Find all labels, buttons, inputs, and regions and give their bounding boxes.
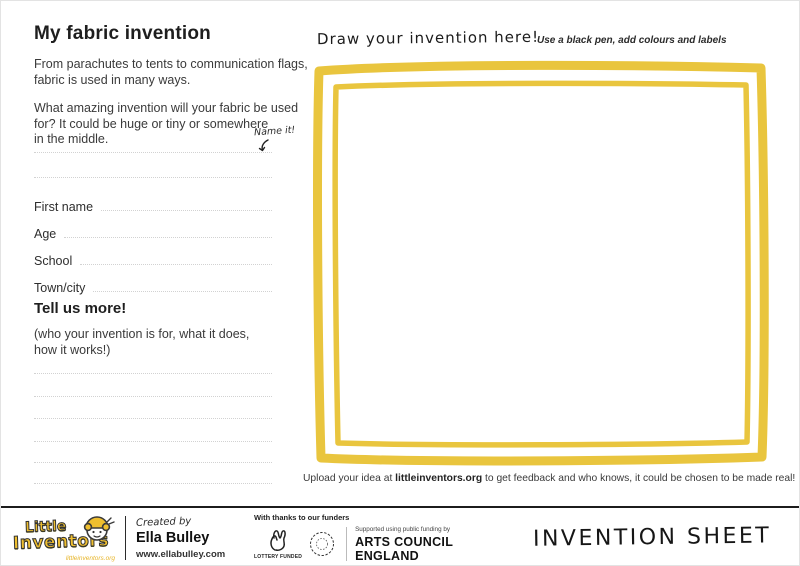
field-label: First name: [34, 200, 94, 214]
hint-line: (who your invention is for, what it does…: [34, 327, 250, 341]
intro-paragraph: From parachutes to tents to communicatio…: [34, 57, 308, 88]
write-line: [34, 152, 272, 153]
field-school: School: [34, 250, 272, 268]
tell-us-more-heading: Tell us more!: [34, 300, 127, 317]
write-line: [34, 177, 272, 178]
arts-support-line: Supported using public funding by: [355, 525, 450, 533]
created-by-label: Created by: [135, 515, 192, 529]
field-age: Age: [34, 223, 272, 241]
write-line: [34, 418, 272, 419]
lottery-funded-label: LOTTERY FUNDED: [254, 554, 303, 560]
upload-url: littleinventors.org: [395, 473, 483, 484]
footer-divider: [125, 515, 126, 560]
tell-us-more-hint: (who your invention is for, what it does…: [34, 327, 249, 358]
write-line: [93, 291, 272, 292]
crossed-fingers-icon: [270, 530, 286, 551]
field-label: School: [34, 254, 73, 268]
prompt-paragraph: What amazing invention will your fabric …: [34, 101, 299, 148]
prompt-line: What amazing invention will your fabric …: [34, 101, 299, 115]
prompt-line: in the middle.: [34, 132, 109, 146]
curved-arrow-icon: [258, 139, 269, 152]
left-column: My fabric invention From parachutes to t…: [34, 23, 308, 161]
invention-sheet-title: INVENTION SHEET: [532, 523, 772, 552]
write-line: [101, 210, 272, 211]
funders-logos: LOTTERY FUNDED Supported using public fu…: [254, 526, 453, 563]
funders-heading: With thanks to our funders: [254, 512, 350, 522]
arts-council-name: ARTS COUNCIL: [355, 534, 454, 549]
intro-line: From parachutes to tents to communicatio…: [34, 57, 308, 71]
creator-website: www.ellabulley.com: [136, 548, 226, 560]
arts-council-roundel-icon: [310, 532, 335, 556]
creator-name: Ella Bulley: [136, 529, 210, 546]
draw-invention-heading: Draw your invention here!: [316, 27, 540, 49]
write-line: [34, 483, 272, 484]
upload-instruction: Upload your idea at littleinventors.org …: [303, 473, 795, 484]
intro-line: fabric is used in many ways.: [34, 72, 191, 87]
page-title: My fabric invention: [34, 23, 211, 44]
field-first-name: First name: [34, 196, 272, 214]
inventor-mascot-icon: [83, 515, 115, 541]
arts-council-divider: [346, 527, 348, 561]
footer: Little Inventors littleinventors.org Cre…: [1, 506, 799, 565]
hint-line: how it works!): [34, 342, 111, 357]
draw-hint-text: Use a black pen, add colours and labels: [537, 35, 727, 46]
write-line: [34, 373, 272, 374]
drawing-frame: [313, 60, 769, 466]
write-line: [34, 396, 272, 397]
field-label: Age: [34, 227, 57, 241]
lottery-funded-logo: LOTTERY FUNDED: [254, 528, 302, 560]
funders-section: With thanks to our funders LOTTERY FUNDE…: [254, 513, 453, 563]
name-it-annotation: Name it!: [253, 124, 296, 139]
little-inventors-logo: Little Inventors littleinventors.org: [11, 512, 119, 564]
upload-prefix: Upload your idea at: [303, 473, 396, 484]
write-line: [64, 237, 272, 238]
creator-credit: Created by Ella Bulley www.ellabulley.co…: [135, 515, 244, 560]
write-line: [34, 462, 272, 463]
write-line: [80, 264, 272, 265]
arts-council-text: Supported using public funding by ARTS C…: [355, 526, 453, 563]
prompt-line: for? It could be huge or tiny or somewhe…: [34, 116, 269, 131]
upload-suffix: to get feedback and who knows, it could …: [482, 473, 796, 484]
arts-council-england: ENGLAND: [355, 548, 419, 563]
field-label: Town/city: [34, 281, 86, 295]
write-line: [34, 441, 272, 442]
logo-url-text: littleinventors.org: [65, 554, 115, 562]
field-town-city: Town/city: [34, 277, 272, 295]
